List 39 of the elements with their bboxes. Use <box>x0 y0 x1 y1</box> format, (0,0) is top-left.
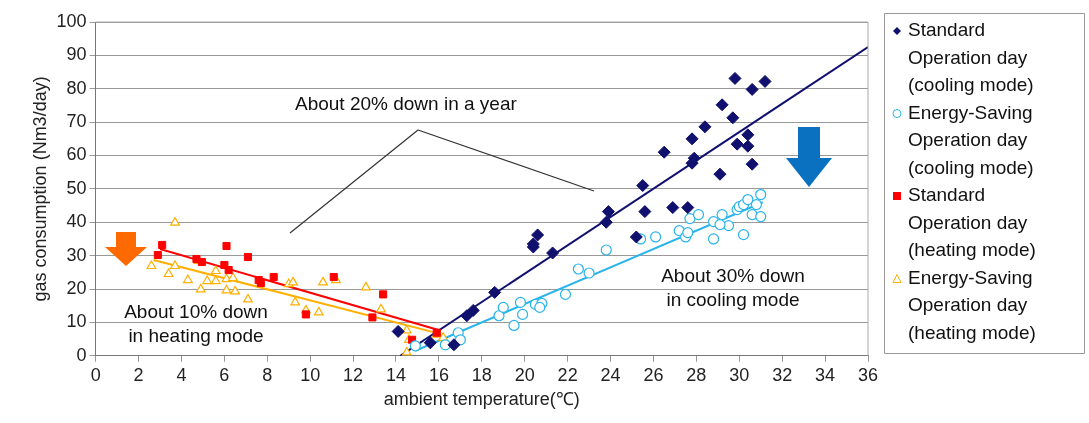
annotation: About 10% down in heating mode <box>123 300 269 348</box>
legend-label: Standard Operation day (cooling mode) <box>908 19 1034 96</box>
x-tick-label: 20 <box>514 364 535 385</box>
y-tick-label: 100 <box>56 10 87 31</box>
x-tick-label: 36 <box>857 364 879 385</box>
legend-label: Standard Operation day (heating mode) <box>908 184 1036 261</box>
x-tick-label: 6 <box>219 364 230 385</box>
y-tick-label: 90 <box>66 44 87 65</box>
y-tick-label: 80 <box>66 77 87 98</box>
y-tick-label: 30 <box>66 244 87 265</box>
x-tick-label: 32 <box>772 364 793 385</box>
y-axis-title: gas consumption (Nm3/day) <box>29 76 50 302</box>
x-tick-label: 4 <box>176 364 187 385</box>
x-tick-label: 34 <box>815 364 836 385</box>
annotation: About 30% down in cooling mode <box>660 264 806 312</box>
x-tick-label: 16 <box>428 364 449 385</box>
y-tick-label: 50 <box>66 177 87 198</box>
x-tick-label: 14 <box>385 364 407 385</box>
x-tick-label: 2 <box>133 364 144 385</box>
x-tick-label: 12 <box>343 364 364 385</box>
x-tick-label: 10 <box>300 364 321 385</box>
y-tick-label: 10 <box>66 311 87 332</box>
x-tick-label: 26 <box>643 364 664 385</box>
y-tick-label: 70 <box>66 111 87 132</box>
x-tick-label: 30 <box>729 364 750 385</box>
x-tick-label: 8 <box>262 364 273 385</box>
x-tick-label: 18 <box>471 364 492 385</box>
y-tick-label: 0 <box>76 344 87 365</box>
x-tick-label: 22 <box>557 364 578 385</box>
x-tick-label: 28 <box>686 364 707 385</box>
x-axis-title: ambient temperature(℃) <box>383 389 580 410</box>
annotation: About 20% down in a year <box>295 92 518 116</box>
y-tick-label: 20 <box>66 278 87 299</box>
y-tick-label: 60 <box>66 144 87 165</box>
x-tick-label: 24 <box>600 364 621 385</box>
x-tick-label: 0 <box>90 364 101 385</box>
legend-label: Energy-Saving Operation day (heating mode) <box>908 266 1036 343</box>
legend-label: Energy-Saving Operation day (cooling mode) <box>908 101 1034 178</box>
y-tick-label: 40 <box>66 211 87 232</box>
